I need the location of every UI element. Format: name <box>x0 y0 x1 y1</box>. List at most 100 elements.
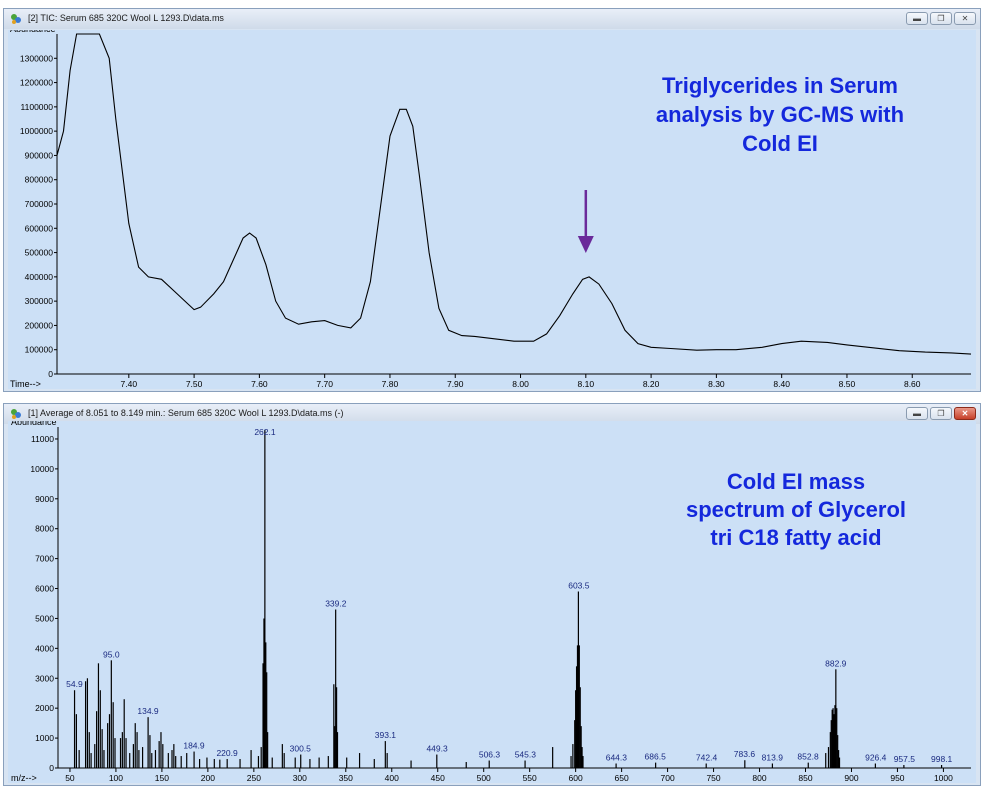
restore-button[interactable]: ❐ <box>930 12 952 25</box>
x-tick-label: 7.70 <box>316 379 333 389</box>
x-tick-label: 350 <box>339 773 353 783</box>
x-tick-label: 600 <box>569 773 583 783</box>
annotation-line: Cold EI mass <box>727 469 865 494</box>
peak-label: 262.1 <box>254 427 276 437</box>
x-tick-label: 300 <box>293 773 307 783</box>
spectrum-window-titlebar[interactable]: [1] Average of 8.051 to 8.149 min.: Seru… <box>4 404 980 424</box>
chromatogram-app-icon <box>11 14 21 24</box>
peak-arrow-head <box>577 236 594 253</box>
spectrum-window: [1] Average of 8.051 to 8.149 min.: Seru… <box>3 403 981 786</box>
y-tick-label: 4000 <box>35 643 54 653</box>
peak-label: 686.5 <box>645 752 667 762</box>
y-tick-label: 200000 <box>25 320 54 330</box>
minimize-icon: ▬ <box>913 13 921 23</box>
peak-label: 926.4 <box>865 753 887 763</box>
peak-label: 545.3 <box>515 750 537 760</box>
annotation-line: spectrum of Glycerol <box>686 497 906 522</box>
peak-label: 957.5 <box>894 754 916 764</box>
peak-label: 998.1 <box>931 754 953 764</box>
x-tick-label: 700 <box>660 773 674 783</box>
y-tick-label: 2000 <box>35 703 54 713</box>
peak-label: 813.9 <box>762 753 784 763</box>
restore-button[interactable]: ❐ <box>930 407 952 420</box>
annotation-line: Triglycerides in Serum <box>662 73 898 98</box>
restore-icon: ❐ <box>937 408 945 418</box>
x-tick-label: 450 <box>431 773 445 783</box>
peak-label: 339.2 <box>325 598 347 608</box>
peak-label: 742.4 <box>696 753 718 763</box>
tic-window: [2] TIC: Serum 685 320C Wool L 1293.D\da… <box>3 8 981 392</box>
y-tick-label: 9000 <box>35 494 54 504</box>
minimize-button[interactable]: ▬ <box>906 407 928 420</box>
x-tick-label: 7.40 <box>121 379 138 389</box>
x-tick-label: 8.50 <box>839 379 856 389</box>
x-tick-label: 7.90 <box>447 379 464 389</box>
peak-label: 95.0 <box>103 649 120 659</box>
x-tick-label: 8.20 <box>643 379 660 389</box>
x-tick-label: 800 <box>752 773 766 783</box>
peak-label: 54.9 <box>66 679 83 689</box>
x-tick-label: 900 <box>844 773 858 783</box>
spectrum-plot-area: 0 1000 2000 3000 4000 5000 6000 7000 8000 9000 100… <box>8 421 976 783</box>
y-tick-label: 1000 <box>35 733 54 743</box>
minimize-icon: ▬ <box>913 408 921 418</box>
restore-icon: ❐ <box>937 13 945 23</box>
y-tick-label: 3000 <box>35 673 54 683</box>
y-tick-label: 400000 <box>25 272 54 282</box>
y-tick-label: 700000 <box>25 199 54 209</box>
y-tick-label: 900000 <box>25 150 54 160</box>
y-tick-label: 500000 <box>25 248 54 258</box>
x-tick-label: 950 <box>890 773 904 783</box>
tic-window-title: [2] TIC: Serum 685 320C Wool L 1293.D\da… <box>28 13 224 23</box>
x-tick-label: 7.80 <box>382 379 399 389</box>
peak-label: 220.9 <box>216 748 238 758</box>
peak-label: 506.3 <box>479 750 501 760</box>
tic-plot-area: 0 100000 200000 300000 400000 500000 600000 700… <box>8 30 976 389</box>
x-tick-label: 8.30 <box>708 379 725 389</box>
x-tick-label: 7.60 <box>251 379 268 389</box>
x-tick-label: 8.00 <box>512 379 529 389</box>
peak-label: 393.1 <box>375 730 397 740</box>
y-tick-label: 6000 <box>35 584 54 594</box>
y-tick-label: 1300000 <box>20 53 53 63</box>
peak-label: 449.3 <box>426 744 448 754</box>
y-tick-label: 800000 <box>25 175 54 185</box>
y-tick-label: 7000 <box>35 554 54 564</box>
close-icon: ✕ <box>961 408 969 418</box>
y-axis-label: Abundance <box>10 30 56 34</box>
tic-window-titlebar[interactable]: [2] TIC: Serum 685 320C Wool L 1293.D\da… <box>4 9 980 29</box>
y-tick-label: 1000000 <box>20 126 53 136</box>
x-tick-label: 650 <box>615 773 629 783</box>
y-tick-label: 8000 <box>35 524 54 534</box>
y-tick-label: 10000 <box>30 464 54 474</box>
close-button[interactable]: ✕ <box>954 12 976 25</box>
y-axis-label: Abundance <box>11 421 57 427</box>
peak-label: 852.8 <box>797 752 819 762</box>
x-tick-label: 400 <box>385 773 399 783</box>
x-tick-label: 550 <box>523 773 537 783</box>
spectrum-app-icon <box>11 409 21 419</box>
x-tick-label: 500 <box>477 773 491 783</box>
y-tick-label: 5000 <box>35 613 54 623</box>
x-tick-label: 7.50 <box>186 379 203 389</box>
close-icon: ✕ <box>961 13 969 23</box>
y-tick-label: 0 <box>49 763 54 773</box>
y-tick-label: 0 <box>48 369 53 379</box>
x-tick-label: 100 <box>109 773 123 783</box>
annotation-line: tri C18 fatty acid <box>710 525 881 550</box>
x-tick-label: 8.40 <box>773 379 790 389</box>
spectrum-window-title: [1] Average of 8.051 to 8.149 min.: Seru… <box>28 408 344 418</box>
peak-label: 134.9 <box>137 706 159 716</box>
x-axis-label: m/z--> <box>11 773 37 783</box>
y-tick-label: 100000 <box>25 345 54 355</box>
peak-label: 783.6 <box>734 749 756 759</box>
x-tick-label: 250 <box>247 773 261 783</box>
x-tick-label: 8.60 <box>904 379 921 389</box>
x-tick-label: 850 <box>798 773 812 783</box>
peak-label: 184.9 <box>183 741 205 751</box>
tic-trace <box>56 33 972 355</box>
close-button[interactable]: ✕ <box>954 407 976 420</box>
y-tick-label: 300000 <box>25 296 54 306</box>
minimize-button[interactable]: ▬ <box>906 12 928 25</box>
annotation-line: Cold EI <box>742 131 818 156</box>
